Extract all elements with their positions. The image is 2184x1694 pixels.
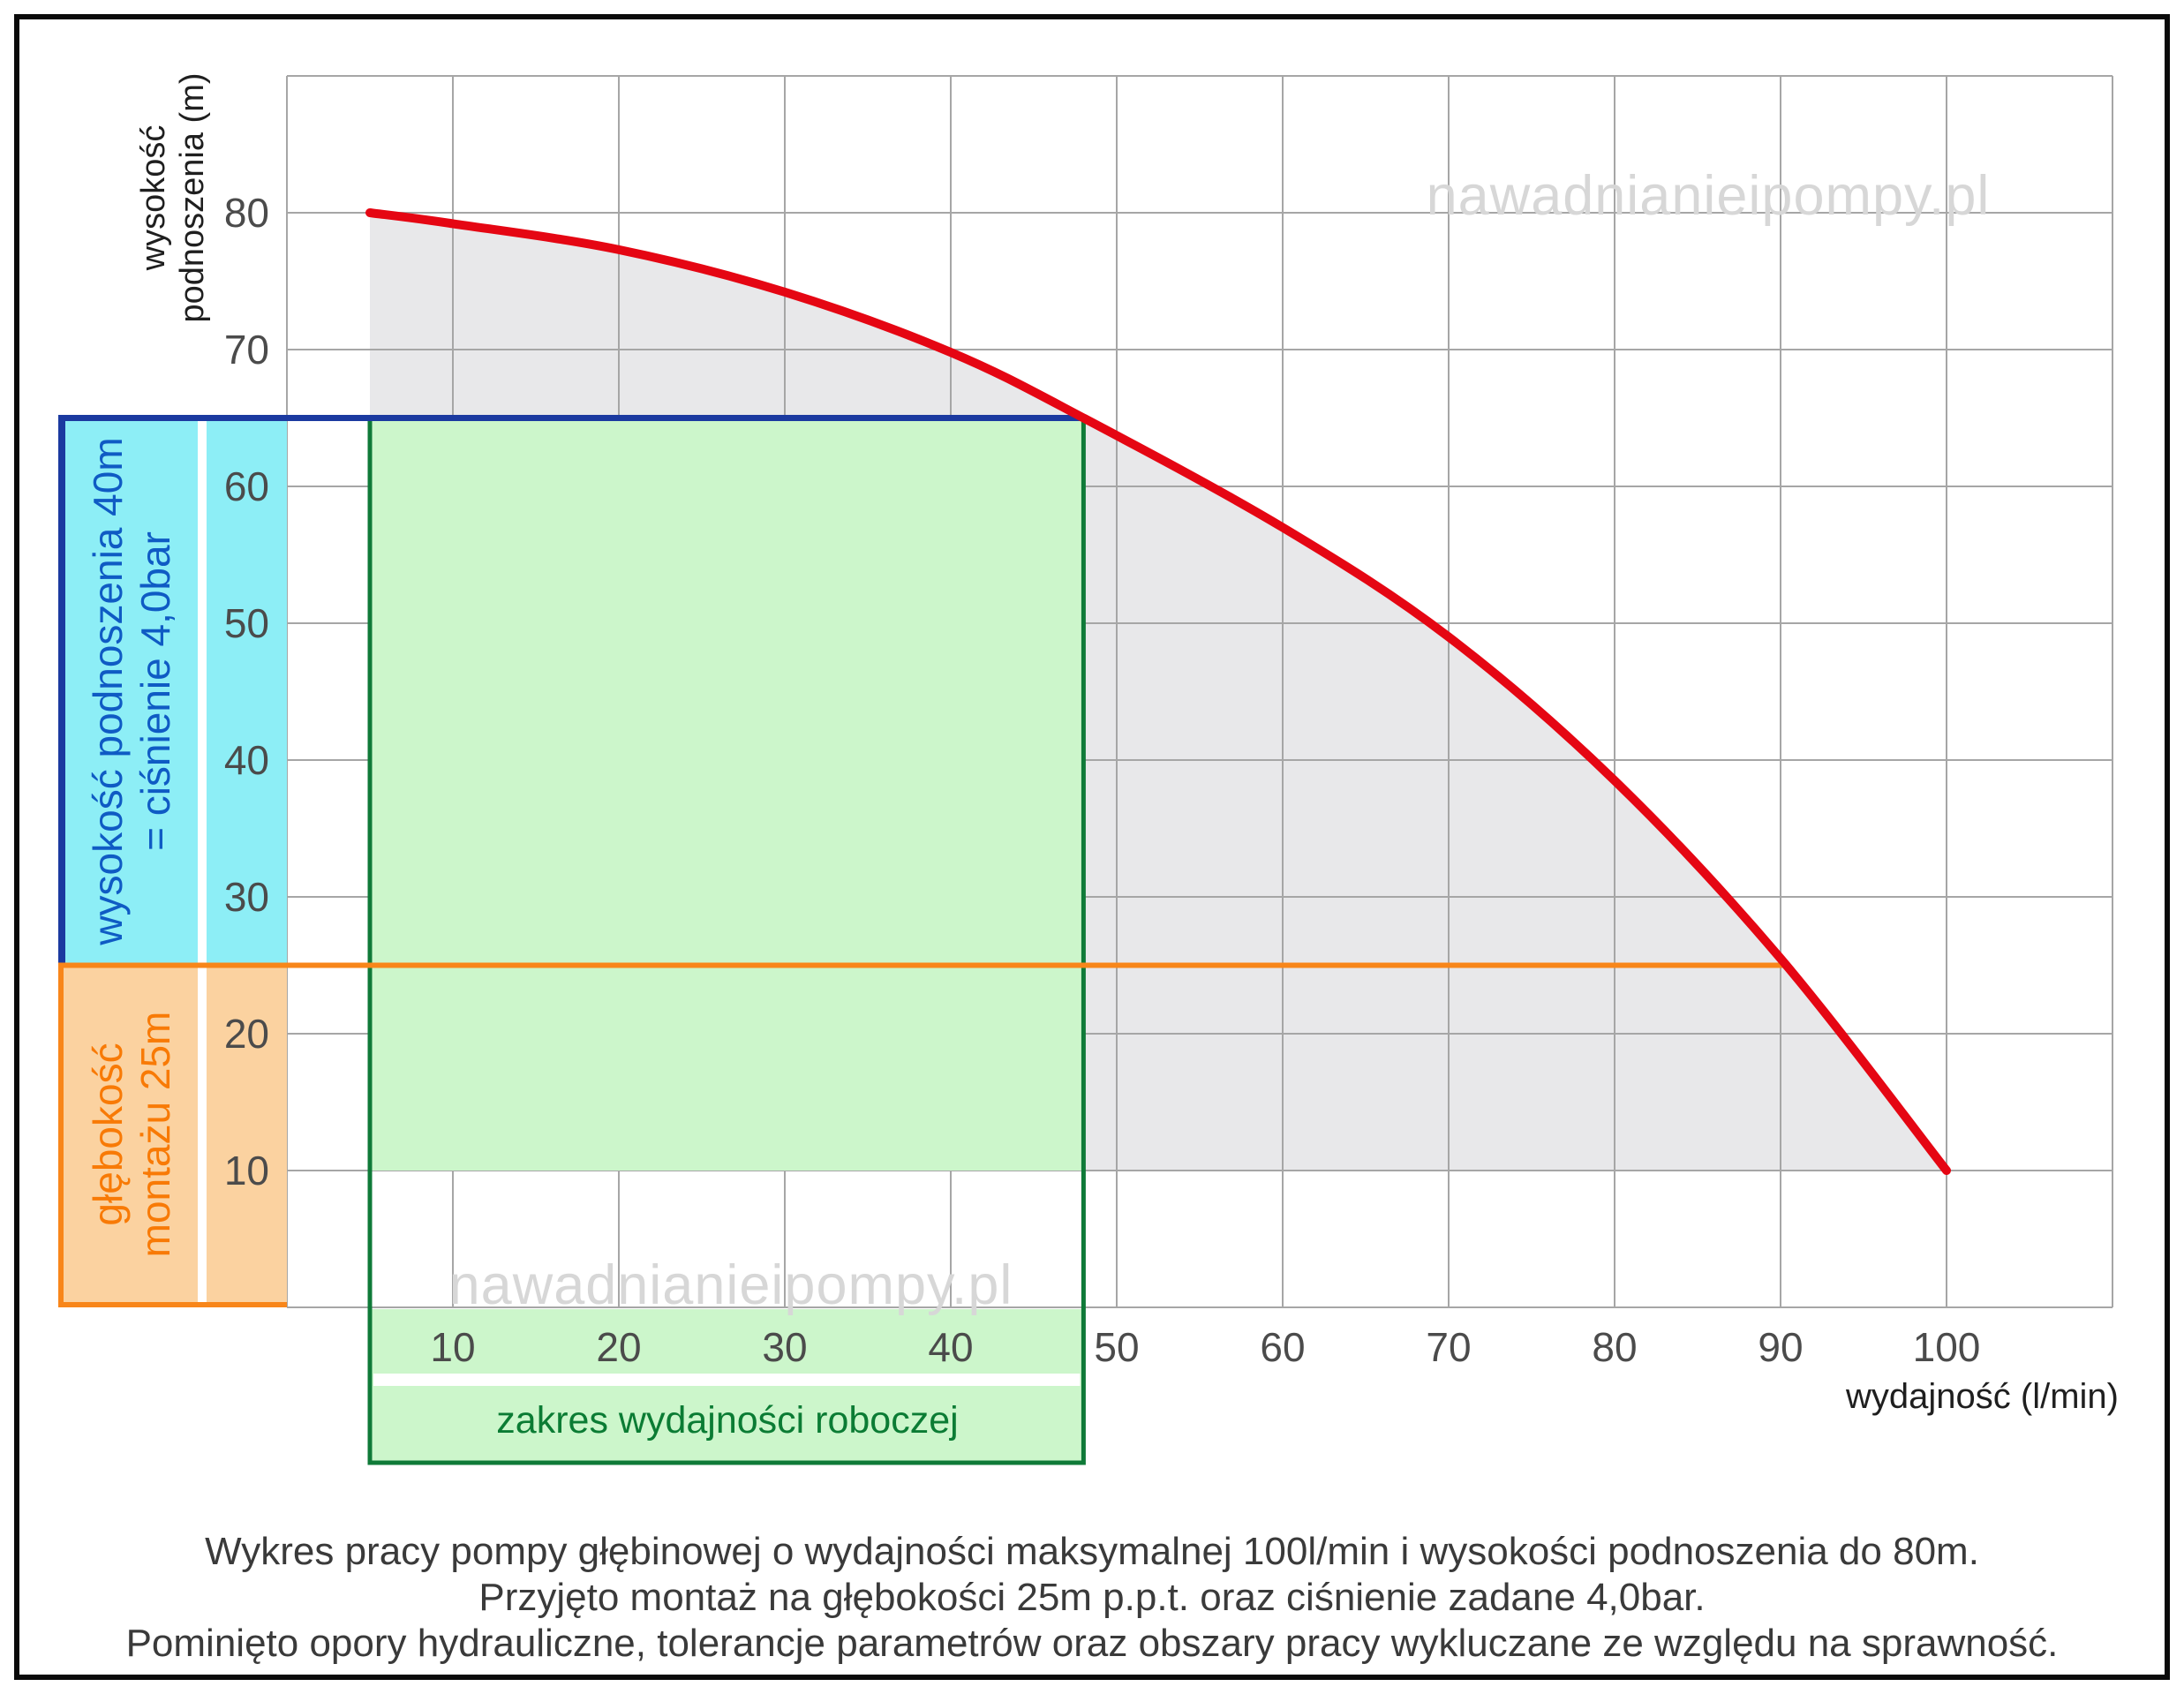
y-tick-label: 20 [223, 1011, 269, 1057]
y-tick-label: 50 [223, 600, 269, 646]
depth-box-left-border [58, 965, 64, 1307]
x-tick-label: 60 [1260, 1324, 1306, 1370]
pump-curve [365, 208, 1951, 1175]
x-tick-label: 30 [762, 1324, 808, 1370]
x-tick-label: 20 [596, 1324, 642, 1370]
head-pressure-box [58, 415, 287, 966]
head-box-left-border [58, 415, 65, 966]
installation-depth-box-label: głębokość montażu 25m [84, 1012, 179, 1258]
head-pressure-box-label-line1: wysokość podnoszenia 40m [85, 437, 131, 945]
y-tick-label: 40 [223, 737, 269, 783]
installation-depth-box-label-line1: głębokość [85, 1043, 131, 1226]
x-tick-label: 70 [1426, 1324, 1472, 1370]
y-tick-label: 60 [223, 463, 269, 509]
depth-box-white-stripe [198, 965, 207, 1307]
working-range-box [367, 416, 1086, 1465]
y-tick-label: 70 [223, 327, 269, 373]
installation-depth-box-label-line2: montażu 25m [132, 1011, 178, 1258]
x-axis-title: wydajność (l/min) [1846, 1377, 2119, 1416]
head-pressure-box-label-line2: = ciśnienie 4,0bar [132, 531, 178, 851]
depth-box-bottom-border [58, 1302, 287, 1307]
x-tick-label: 90 [1758, 1324, 1804, 1370]
head-box-white-stripe [198, 418, 207, 966]
depth-box-fill [58, 965, 287, 1307]
caption-line2: Przyjęto montaż na głębokości 25m p.p.t.… [478, 1576, 1706, 1619]
y-tick-label: 80 [223, 190, 269, 236]
watermark-top: nawadnianieipompy.pl [1426, 165, 1991, 227]
depth-25m-reference-line [58, 962, 1787, 968]
x-tick-label: 10 [430, 1324, 476, 1370]
y-tick-label: 10 [223, 1148, 269, 1193]
head-box-fill [58, 418, 287, 966]
working-range-white-stripe [373, 1374, 1081, 1386]
x-tick-label: 50 [1094, 1324, 1140, 1370]
head-65m-reference-line [58, 415, 1084, 421]
x-tick-label: 40 [928, 1324, 974, 1370]
working-range-fill [370, 418, 1084, 1171]
x-tick-label: 100 [1912, 1324, 1981, 1370]
caption-line1: Wykres pracy pompy głębinowej o wydajnoś… [205, 1530, 1979, 1573]
head-pressure-box-label: wysokość podnoszenia 40m = ciśnienie 4,0… [84, 437, 179, 945]
working-range-label: zakres wydajności roboczej [496, 1399, 959, 1442]
watermark-bottom: nawadnianieipompy.pl [448, 1254, 1013, 1316]
x-tick-label: 80 [1592, 1324, 1638, 1370]
installation-depth-box [58, 962, 1787, 1307]
y-tick-label: 30 [223, 874, 269, 920]
caption-line3: Pominięto opory hydrauliczne, tolerancje… [125, 1622, 2059, 1665]
